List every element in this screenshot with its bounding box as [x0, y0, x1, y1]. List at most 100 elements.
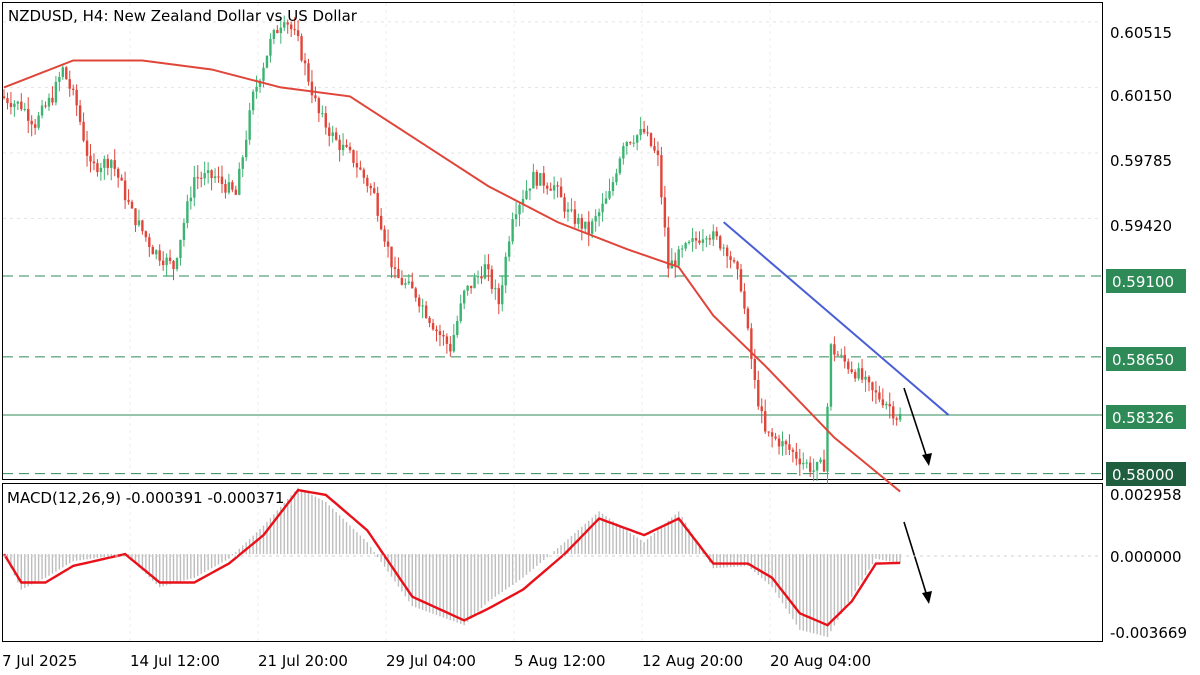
candlestick-series — [2, 15, 902, 484]
macd-signal-line — [2, 488, 901, 627]
candle-body — [258, 80, 262, 87]
candle-body — [487, 264, 490, 270]
candle-body — [151, 246, 154, 255]
candle-body — [518, 204, 521, 215]
candle-body — [116, 168, 120, 178]
candle-body — [262, 67, 265, 81]
candle-body — [473, 277, 476, 289]
candle-body — [888, 403, 891, 407]
candle-body — [348, 146, 352, 151]
candle-body — [774, 436, 777, 439]
candle-body — [732, 260, 736, 262]
time-tick-label: 14 Jul 12:00 — [130, 652, 220, 670]
candle-body — [379, 215, 383, 230]
level-tag-59100: 0.59100 — [1106, 269, 1186, 293]
candle-body — [137, 220, 141, 226]
candle-body — [359, 167, 362, 170]
candle-body — [795, 451, 798, 459]
level-tag-text: 0.58326 — [1112, 409, 1174, 427]
candle-body — [895, 418, 898, 420]
candle-body — [514, 214, 518, 220]
candle-body — [293, 29, 296, 31]
candle-body — [701, 239, 705, 243]
candle-body — [72, 88, 75, 90]
candle-body — [528, 188, 532, 191]
candle-body — [556, 185, 559, 187]
candle-body — [542, 173, 545, 186]
candle-body — [722, 247, 725, 249]
candle-body — [649, 133, 653, 147]
candle-body — [411, 281, 414, 289]
candle-body — [667, 227, 670, 269]
candle-body — [674, 260, 677, 266]
candle-body — [424, 305, 428, 318]
candle-body — [860, 368, 864, 380]
candle-body — [770, 432, 774, 437]
candle-body — [691, 238, 694, 242]
candle-body — [815, 462, 819, 471]
candle-body — [725, 247, 729, 257]
candle-body — [708, 238, 712, 240]
candle-body — [172, 260, 175, 270]
candle-body — [781, 441, 784, 447]
candle-body — [82, 121, 85, 141]
candle-body — [255, 86, 258, 92]
candle-body — [805, 462, 808, 464]
candle-body — [248, 110, 251, 140]
candle-body — [193, 177, 196, 198]
candle-body — [310, 81, 314, 96]
candle-body — [639, 128, 642, 136]
candle-body — [632, 142, 635, 144]
candle-body — [892, 406, 895, 419]
candle-body — [2, 96, 6, 99]
candle-body — [51, 97, 54, 103]
candle-body — [345, 144, 348, 147]
candle-body — [684, 243, 687, 249]
candle-body — [549, 188, 552, 191]
candle-body — [881, 399, 885, 406]
candle-body — [680, 248, 684, 250]
candle-body — [40, 105, 44, 116]
macd-panel-frame — [2, 483, 1103, 642]
candle-body — [535, 171, 539, 186]
candle-body — [75, 89, 78, 106]
candle-body — [283, 22, 286, 28]
candle-body — [847, 361, 850, 370]
candle-body — [44, 105, 47, 107]
candle-body — [106, 158, 109, 168]
candle-body — [629, 142, 632, 144]
candle-body — [224, 184, 227, 193]
candle-body — [497, 288, 500, 305]
candle-body — [99, 167, 103, 173]
candle-body — [27, 109, 30, 121]
candle-body — [615, 173, 618, 183]
candle-body — [407, 281, 411, 284]
candle-body — [141, 220, 144, 232]
candle-body — [404, 283, 407, 285]
candle-body — [296, 30, 300, 37]
candle-body — [587, 221, 590, 234]
candle-body — [573, 209, 577, 224]
candle-body — [303, 60, 307, 64]
candle-body — [764, 411, 767, 432]
grid-lines — [3, 3, 1102, 641]
candle-body — [220, 176, 224, 185]
level-tag-text: 0.58650 — [1112, 351, 1174, 369]
candle-body — [885, 403, 888, 406]
down-arrow-price — [903, 387, 932, 466]
candle-body — [366, 177, 369, 186]
candle-body — [694, 238, 698, 241]
candle-body — [352, 150, 355, 163]
candle-body — [373, 188, 376, 193]
candle-body — [168, 257, 172, 261]
candle-body — [777, 438, 781, 447]
candle-body — [822, 459, 826, 472]
candle-body — [642, 128, 646, 133]
time-tick-label: 29 Jul 04:00 — [386, 652, 476, 670]
time-tick-label: 5 Aug 12:00 — [514, 652, 606, 670]
candle-body — [158, 250, 161, 261]
candle-body — [532, 171, 535, 189]
candle-body — [511, 219, 514, 242]
candle-body — [871, 382, 874, 391]
